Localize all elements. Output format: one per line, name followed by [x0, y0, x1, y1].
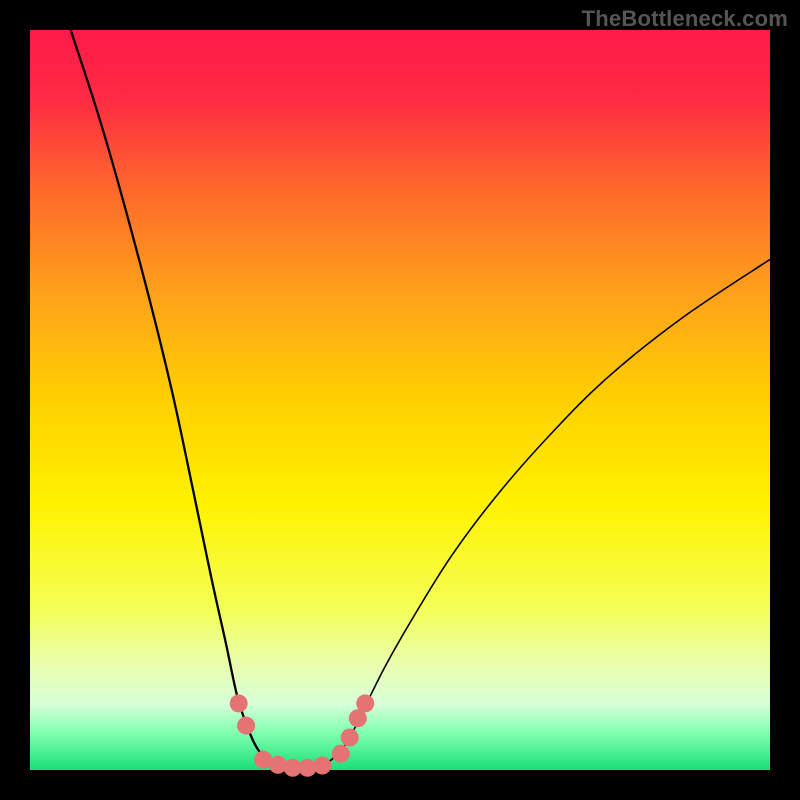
marker-point: [341, 728, 359, 746]
watermark-label: TheBottleneck.com: [582, 6, 788, 32]
marker-point: [269, 756, 287, 774]
marker-point: [230, 694, 248, 712]
bottleneck-curve-chart: [0, 0, 800, 800]
marker-point: [332, 745, 350, 763]
chart-container: TheBottleneck.com: [0, 0, 800, 800]
marker-point: [356, 694, 374, 712]
plot-background: [30, 30, 770, 770]
marker-point: [237, 717, 255, 735]
marker-point: [313, 757, 331, 775]
